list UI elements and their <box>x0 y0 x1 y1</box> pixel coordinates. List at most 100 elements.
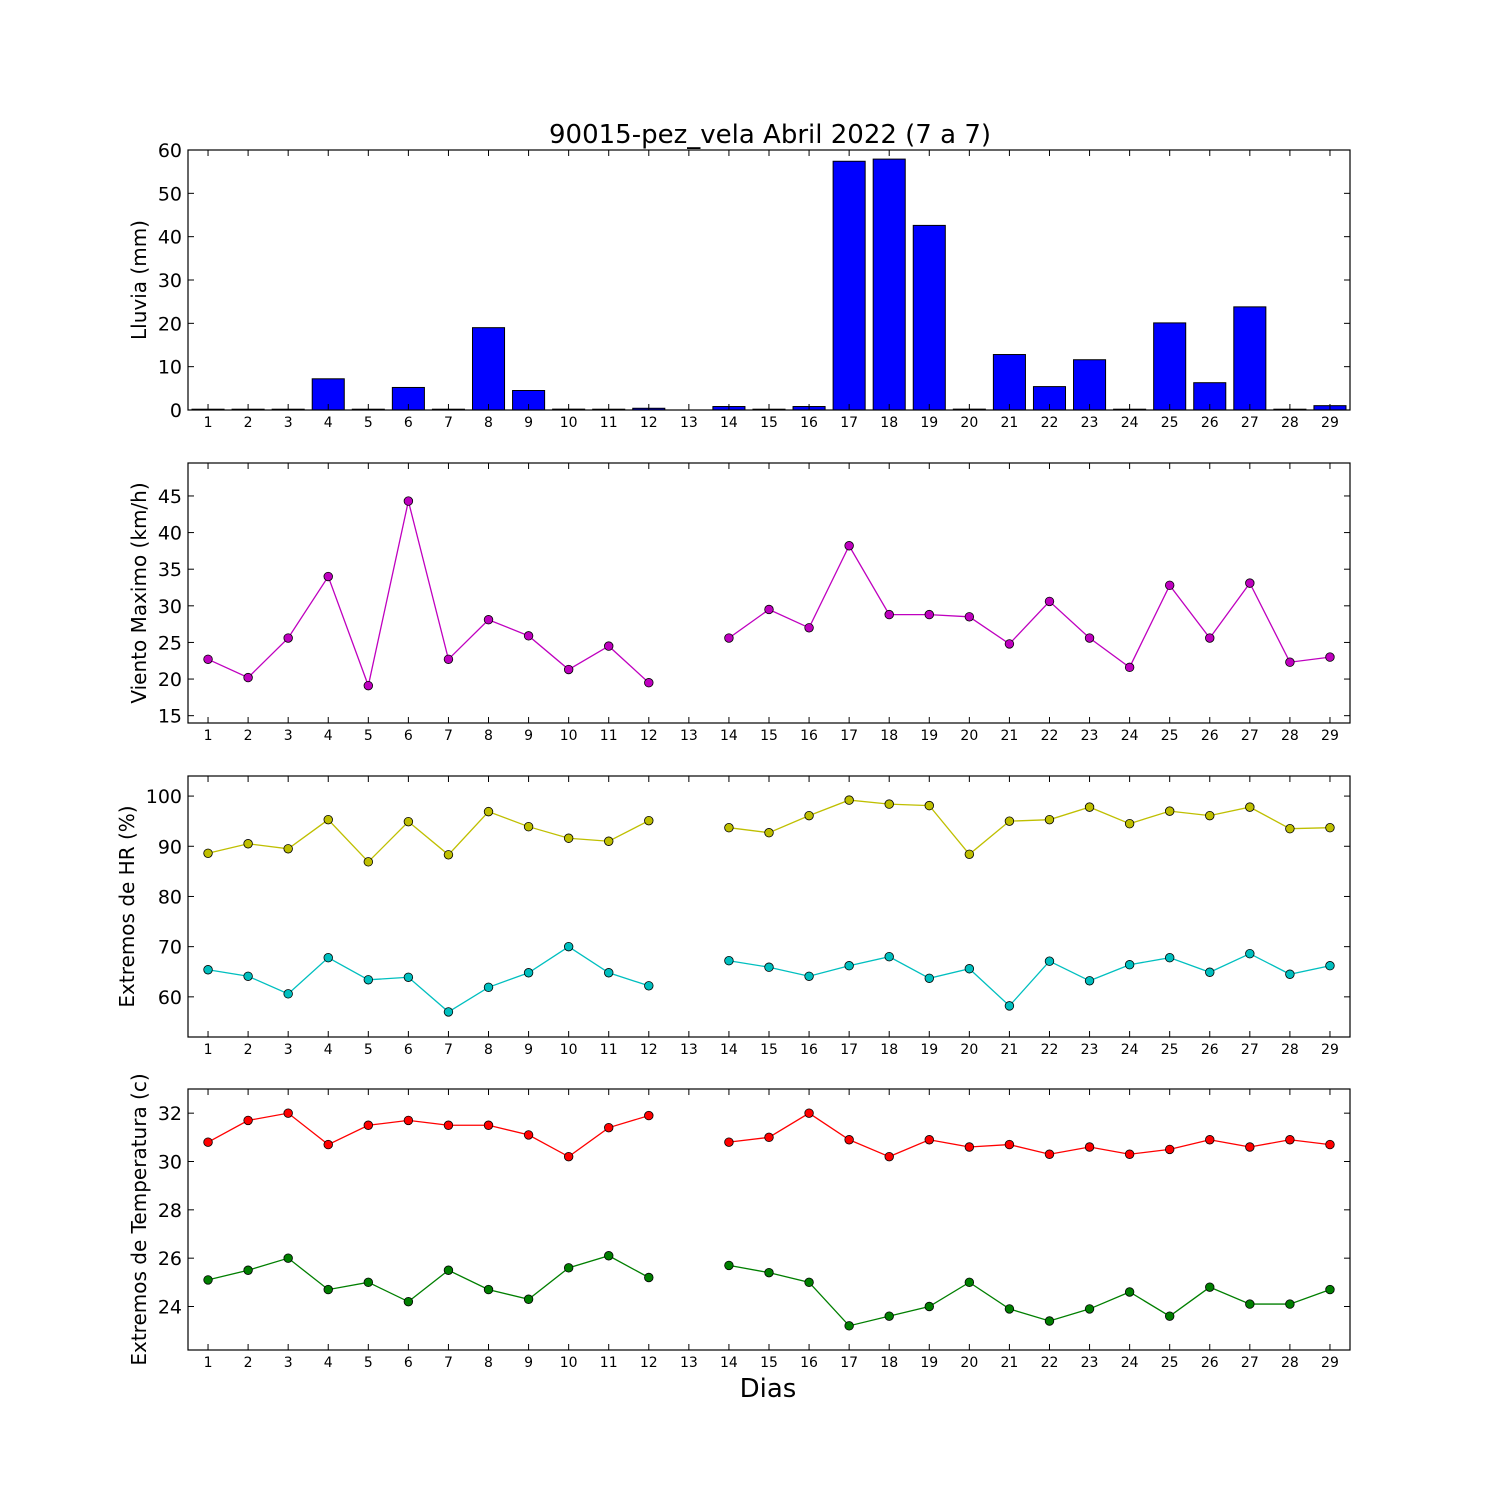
humidity-series-2-point <box>1084 976 1095 986</box>
humidity-series-2-point <box>884 951 894 962</box>
wind-xtick-label: 7 <box>444 728 453 744</box>
humidity-series-2-point <box>964 964 975 974</box>
wind-series-1-point <box>924 609 934 620</box>
temperature-xtick-label: 3 <box>284 1355 293 1371</box>
wind-xtick-label: 3 <box>284 728 293 744</box>
humidity-ytick-label: 90 <box>158 836 182 858</box>
temperature-series-2-point <box>483 1284 494 1295</box>
temperature-xtick-label: 23 <box>1081 1355 1099 1371</box>
temperature-xtick-label: 20 <box>960 1355 978 1371</box>
temperature-series-1-point <box>323 1139 333 1150</box>
humidity-xtick-label: 3 <box>284 1042 293 1058</box>
temperature-xtick-label: 27 <box>1241 1355 1259 1371</box>
humidity-xtick-label: 6 <box>404 1042 413 1058</box>
rain-xtick-label: 24 <box>1121 415 1139 431</box>
wind-xtick-label: 6 <box>404 728 413 744</box>
temperature-series-1-line <box>207 1112 649 1158</box>
rain-xtick-label: 25 <box>1161 415 1179 431</box>
humidity-series-1-point <box>1044 814 1055 825</box>
temperature-series-1-point <box>403 1115 414 1126</box>
humidity-ytick-label: 80 <box>158 886 182 908</box>
humidity-xtick-label: 23 <box>1081 1042 1099 1058</box>
temperature-x-axis: 1 2 3 4 5 6 7 8 9 10 11 12 13 14 15 16 17 18 19 20 21 22 23 24 2… <box>204 1089 1339 1371</box>
temperature-series-2-point <box>203 1275 213 1285</box>
temperature-series-1-point <box>1205 1135 1215 1145</box>
temperature-series-1-point <box>964 1142 975 1152</box>
rain-xtick-label: 11 <box>600 415 618 431</box>
humidity-series-2-point <box>844 961 854 971</box>
temperature-series-1-point <box>1325 1139 1335 1150</box>
wind-xtick-label: 25 <box>1161 728 1179 744</box>
temperature-series-1-point <box>443 1120 454 1130</box>
humidity-series-2-point <box>563 941 574 952</box>
temperature-series-1-point <box>1044 1149 1055 1159</box>
wind-x-axis: 1 2 3 4 5 6 7 8 9 10 11 12 13 14 15 16 17 18 19 20 21 22 23 24 2… <box>204 463 1339 744</box>
rain-bar <box>912 224 946 411</box>
rain-ytick-label: 20 <box>158 313 182 335</box>
rain-bar <box>471 327 506 411</box>
humidity-series-2-point <box>1004 1001 1015 1011</box>
temperature-series-2-point <box>1004 1304 1015 1314</box>
wind-xtick-label: 18 <box>880 728 898 744</box>
rain-xtick-label: 8 <box>484 415 493 431</box>
wind-series-1-point <box>323 571 333 582</box>
temperature-y-axis-label: Extremos de Temperatura (c) <box>127 1073 151 1365</box>
rain-y-axis-label: Lluvia (mm) <box>127 220 151 340</box>
temperature-series-1-point <box>363 1120 374 1130</box>
humidity-series-1-line <box>728 799 1330 856</box>
humidity-series-2-point <box>203 965 213 975</box>
humidity-y-axis: 60 70 80 90 100 <box>146 786 1350 1009</box>
rain-xtick-label: 23 <box>1081 415 1099 431</box>
humidity-xtick-label: 9 <box>524 1042 533 1058</box>
humidity-series-1-point <box>724 822 734 833</box>
temperature-series-2-point <box>1245 1299 1255 1309</box>
humidity-xtick-label: 14 <box>720 1042 738 1058</box>
humidity-xtick-label: 2 <box>244 1042 253 1058</box>
temperature-xtick-label: 8 <box>484 1355 493 1371</box>
wind-series-1-point <box>1245 578 1255 588</box>
temperature-xtick-label: 1 <box>204 1355 213 1371</box>
rain-ytick-label: 0 <box>170 400 182 422</box>
temperature-series-1-point <box>1084 1142 1095 1152</box>
temperature-series-2-point <box>644 1272 654 1283</box>
temperature-series-2-point <box>884 1311 894 1321</box>
wind-xtick-label: 14 <box>720 728 738 744</box>
wind-xtick-label: 22 <box>1041 728 1059 744</box>
wind-xtick-label: 1 <box>204 728 213 744</box>
wind-ytick-label: 25 <box>158 632 182 654</box>
humidity-series-1-point <box>243 839 253 849</box>
wind-xtick-label: 11 <box>600 728 618 744</box>
temperature-series-1-point <box>724 1137 734 1147</box>
temperature-series-1-point <box>523 1130 534 1140</box>
wind-xtick-label: 4 <box>324 728 333 744</box>
rain-xtick-label: 29 <box>1321 415 1339 431</box>
humidity-xtick-label: 26 <box>1201 1042 1219 1058</box>
humidity-xtick-label: 11 <box>600 1042 618 1058</box>
temperature-xtick-label: 14 <box>720 1355 738 1371</box>
humidity-xtick-label: 28 <box>1281 1042 1299 1058</box>
temperature-series-1-point <box>604 1122 614 1133</box>
wind-xtick-label: 5 <box>364 728 373 744</box>
wind-series-1-point <box>804 623 814 633</box>
temperature-series-2-line <box>728 1264 1331 1327</box>
rain-bar <box>832 160 866 411</box>
humidity-series-1-point <box>1285 824 1295 834</box>
temperature-series-1-point <box>243 1115 253 1126</box>
humidity-series-1-point <box>884 799 894 809</box>
humidity-series-1-point <box>764 828 774 838</box>
humidity-series-2-point <box>1325 961 1335 971</box>
wind-series-1-point <box>644 678 654 688</box>
temperature-series-2-point <box>1205 1282 1215 1292</box>
wind-xtick-label: 21 <box>1000 728 1018 744</box>
humidity-series-1-point <box>403 816 414 827</box>
wind-xtick-label: 8 <box>484 728 493 744</box>
humidity-xtick-label: 13 <box>680 1042 698 1058</box>
rain-xtick-label: 5 <box>364 415 373 431</box>
wind-series-1-point <box>563 664 574 675</box>
x-axis-label: Dias <box>740 1374 797 1404</box>
rain-xtick-label: 26 <box>1201 415 1219 431</box>
temperature-y-axis: 24 26 28 30 32 <box>158 1103 1350 1319</box>
rain-xtick-label: 6 <box>404 415 413 431</box>
temperature-series-1-point <box>283 1108 293 1118</box>
